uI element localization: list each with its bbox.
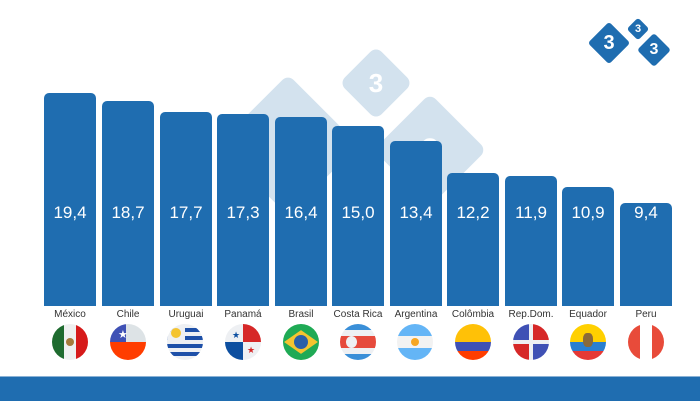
category-label: Equador	[569, 309, 607, 320]
bar-value: 18,7	[111, 203, 145, 222]
category-label: Chile	[116, 309, 140, 320]
bar-value: 13,4	[399, 203, 433, 222]
bar-value: 16,4	[284, 203, 318, 222]
bar-value: 10,9	[571, 203, 605, 222]
bar-costa-rica: 15,0	[332, 126, 384, 306]
bar-value: 9,4	[634, 203, 658, 222]
bar-rep-dom: 11,9	[505, 176, 557, 306]
costa-rica-flag-icon	[340, 324, 376, 360]
bar-peru: 9,4	[620, 203, 672, 306]
category-label: Colômbia	[451, 309, 495, 320]
category-label: México	[54, 309, 86, 320]
argentina-flag-icon	[397, 324, 433, 360]
chile-flag-icon: ★	[110, 324, 146, 360]
bar-value: 12,2	[456, 203, 490, 222]
category-label: Uruguai	[168, 309, 204, 320]
bar-uruguai: 17,7	[160, 112, 212, 306]
bar-panama: 17,3	[217, 114, 269, 306]
logo-diamond-small: 3	[626, 17, 650, 41]
category-label: Brasil	[288, 309, 314, 320]
mexico-flag-icon	[52, 324, 88, 360]
peru-flag-icon	[628, 324, 664, 360]
bar-value: 17,7	[169, 203, 203, 222]
bar-chile: 18,7	[102, 101, 154, 306]
panama-flag-icon: ★ ★	[225, 324, 261, 360]
logo-diamond-medium: 3	[637, 33, 671, 67]
bar-value: 17,3	[226, 203, 260, 222]
category-label: Rep.Dom.	[508, 309, 554, 320]
dominican-republic-flag-icon	[513, 324, 549, 360]
uruguay-flag-icon	[167, 324, 203, 360]
footer-bar	[0, 376, 700, 401]
bar-value: 15,0	[341, 203, 375, 222]
bar-value: 11,9	[515, 203, 547, 222]
bar-mexico: 19,4	[44, 93, 96, 306]
category-label: Peru	[635, 309, 657, 320]
category-label: Argentina	[394, 309, 438, 320]
brazil-flag-icon	[283, 324, 319, 360]
category-label: Costa Rica	[333, 309, 383, 320]
bar-brasil: 16,4	[275, 117, 327, 306]
watermark-diamond-small: 3	[339, 46, 413, 120]
category-label: Panamá	[224, 309, 262, 320]
logo-diamond-large: 3	[587, 21, 631, 65]
bar-argentina: 13,4	[390, 141, 442, 306]
bar-colombia: 12,2	[447, 173, 499, 306]
ecuador-flag-icon	[570, 324, 606, 360]
colombia-flag-icon	[455, 324, 491, 360]
bar-equador: 10,9	[562, 187, 614, 306]
bar-value: 19,4	[53, 203, 87, 222]
